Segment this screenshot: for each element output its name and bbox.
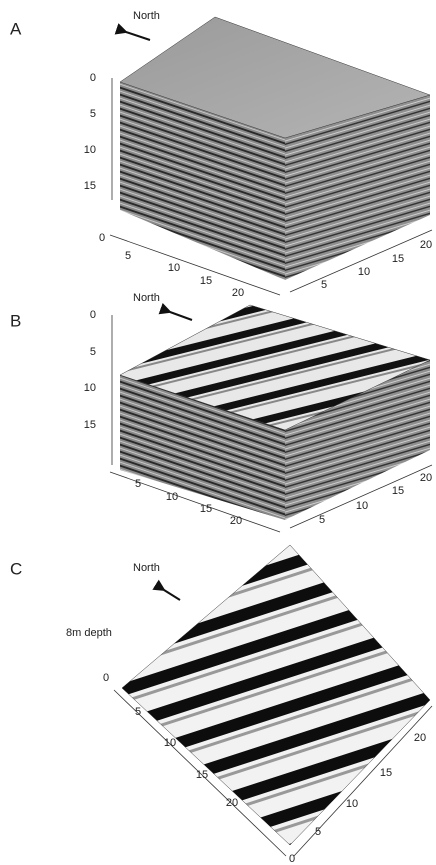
- tick-label: 15: [380, 767, 392, 779]
- tick-label: 0: [90, 72, 96, 84]
- tick-label: 5: [315, 826, 321, 838]
- panel-label: C: [10, 559, 22, 578]
- tick-label: 20: [420, 239, 432, 251]
- tick-label: 20: [414, 732, 426, 744]
- tick-label: 20: [226, 797, 238, 809]
- north-label: North: [133, 10, 160, 22]
- tick-label: 5: [135, 706, 141, 718]
- tick-label: 15: [392, 485, 404, 497]
- tick-label: 10: [164, 737, 176, 749]
- tick-label: 5: [319, 514, 325, 526]
- tick-label: 15: [196, 769, 208, 781]
- tick-label: 0: [99, 232, 105, 244]
- tick-label: 5: [90, 108, 96, 120]
- tick-label: 10: [168, 262, 180, 274]
- tick-label: 10: [166, 491, 178, 503]
- tick-label: 20: [420, 472, 432, 484]
- block-a: [110, 17, 432, 295]
- panel-label: A: [10, 19, 22, 38]
- north-label: North: [133, 292, 160, 304]
- figure: A North B North C North 8m depth 0 5 10 15 0…: [0, 0, 436, 865]
- tick-label: 15: [84, 180, 96, 192]
- panel-label: B: [10, 311, 21, 330]
- tick-label: 5: [321, 279, 327, 291]
- annotation: 8m depth: [66, 627, 112, 639]
- tick-label: 20: [232, 287, 244, 299]
- tick-label: 10: [358, 266, 370, 278]
- north-label: North: [133, 562, 160, 574]
- tick-label: 20: [230, 515, 242, 527]
- north-arrow: [170, 312, 192, 320]
- tick-label: 10: [84, 382, 96, 394]
- tick-label: 10: [346, 798, 358, 810]
- block-b: [110, 305, 432, 532]
- north-arrow: [126, 32, 150, 40]
- tick-label: 5: [135, 478, 141, 490]
- north-arrow: [164, 590, 180, 600]
- tick-label: 5: [90, 346, 96, 358]
- tick-label: 15: [392, 253, 404, 265]
- tick-label: 0: [289, 853, 295, 865]
- tick-label: 15: [200, 503, 212, 515]
- depth-slice: [122, 545, 430, 845]
- tick-label: 0: [90, 309, 96, 321]
- tick-label: 10: [84, 144, 96, 156]
- tick-label: 15: [84, 419, 96, 431]
- tick-label: 15: [200, 275, 212, 287]
- tick-label: 5: [125, 250, 131, 262]
- tick-label: 10: [356, 500, 368, 512]
- block-c: [114, 545, 432, 856]
- tick-label: 0: [103, 672, 109, 684]
